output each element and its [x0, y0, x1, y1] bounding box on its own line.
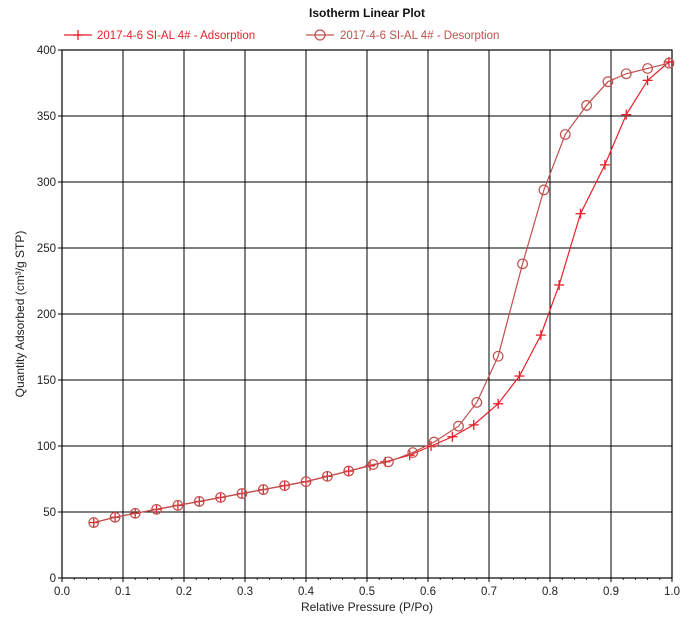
x-tick-label: 0.8	[542, 586, 558, 598]
x-tick-label: 0.2	[176, 586, 192, 598]
x-axis-label: Relative Pressure (P/Po)	[301, 600, 433, 614]
axes: 0.0 0.1 0.2 0.3 0.4 0.5 0.6 0.7 0.8 0.9 1.0 0 50 100 1…	[37, 45, 680, 598]
y-axis-label: Quantity Adsorbed (cm³/g STP)	[13, 231, 27, 398]
data-point	[559, 129, 571, 140]
data-point	[642, 63, 653, 74]
y-tick-label: 300	[37, 177, 56, 189]
data-point	[109, 511, 121, 523]
series-adsorption	[88, 56, 674, 528]
data-point	[300, 476, 312, 488]
data-point	[215, 492, 227, 503]
plot-frame	[61, 49, 673, 579]
data-point	[129, 507, 141, 519]
series-line	[93, 62, 670, 524]
legend-item-desorption: 2017-4-6 SI-AL 4# - Desorption	[306, 29, 499, 42]
data-point	[554, 279, 565, 290]
legend-label-adsorption: 2017-4-6 SI-AL 4# - Adsorption	[97, 30, 255, 42]
legend: 2017-4-6 SI-AL 4# - Adsorption 2017-4-6 …	[64, 29, 499, 42]
x-tick-label: 0.7	[481, 586, 497, 598]
y-tick-label: 0	[50, 573, 56, 585]
data-point	[407, 447, 419, 459]
data-point	[257, 484, 269, 495]
series-layer	[88, 56, 675, 528]
data-point	[538, 184, 550, 196]
data-point	[382, 456, 394, 468]
data-point	[447, 431, 458, 442]
data-point	[517, 258, 528, 270]
x-tick-label: 0.0	[54, 586, 70, 598]
data-point	[599, 159, 610, 170]
data-point	[321, 470, 333, 482]
data-point	[468, 419, 479, 430]
data-point	[343, 465, 355, 477]
y-tick-label: 400	[37, 45, 56, 57]
data-point	[88, 517, 100, 528]
legend-item-adsorption: 2017-4-6 SI-AL 4# - Adsorption	[64, 30, 255, 42]
y-tick-label: 200	[37, 309, 56, 321]
circle-marker-icon	[314, 29, 326, 41]
data-point	[471, 397, 483, 408]
x-tick-label: 1.0	[664, 586, 680, 598]
data-point	[193, 496, 205, 507]
data-point	[493, 398, 504, 409]
data-point	[514, 371, 525, 382]
data-point	[642, 75, 653, 86]
y-tick-label: 350	[37, 111, 56, 123]
data-point	[453, 420, 464, 432]
data-point	[151, 503, 162, 515]
data-point	[620, 68, 632, 80]
x-tick-label: 0.5	[359, 586, 375, 598]
data-point	[172, 500, 184, 511]
data-point	[428, 436, 440, 448]
chart-title: Isotherm Linear Plot	[309, 6, 425, 20]
y-tick-label: 100	[37, 441, 56, 453]
x-tick-label: 0.6	[420, 586, 436, 598]
data-point	[602, 76, 614, 88]
y-tick-label: 150	[37, 375, 56, 387]
x-tick-label: 0.9	[603, 586, 619, 598]
grid	[61, 49, 673, 579]
data-point	[367, 459, 379, 470]
data-point	[581, 100, 592, 111]
series-desorption	[88, 57, 675, 528]
data-point	[535, 330, 546, 341]
data-point	[236, 488, 248, 499]
data-point	[575, 208, 586, 219]
y-tick-label: 50	[43, 507, 56, 519]
series-line	[93, 61, 670, 524]
data-point	[663, 57, 675, 69]
x-tick-label: 0.4	[298, 586, 315, 598]
legend-label-desorption: 2017-4-6 SI-AL 4# - Desorption	[340, 30, 499, 42]
y-tick-label: 250	[37, 243, 56, 255]
data-point	[492, 350, 504, 362]
x-tick-label: 0.3	[237, 586, 253, 598]
data-point	[621, 109, 632, 120]
x-tick-label: 0.1	[115, 586, 131, 598]
data-point	[279, 480, 291, 492]
